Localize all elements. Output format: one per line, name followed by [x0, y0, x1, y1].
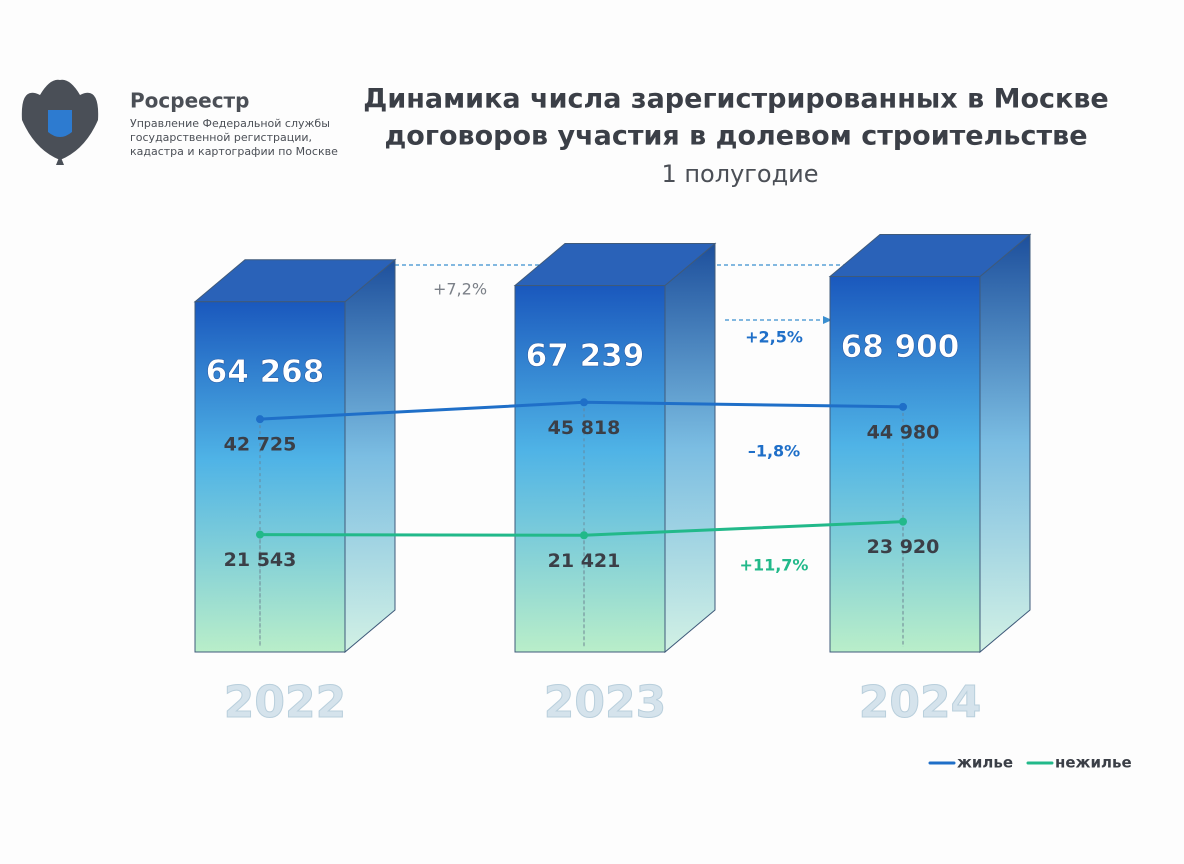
- chart-subtitle: 1 полугодие: [661, 160, 818, 188]
- series-value-label: 45 818: [548, 417, 621, 439]
- annotation: +2,5%: [745, 328, 803, 347]
- bar-value-label: 68 900: [841, 329, 960, 365]
- series-value-label: 44 980: [867, 421, 940, 443]
- bar-value-label: 67 239: [526, 338, 645, 374]
- x-tick-label: 2024: [859, 677, 981, 728]
- org-line: государственной регистрации,: [130, 131, 312, 144]
- series-point: [899, 402, 907, 411]
- chart-title: договоров участия в долевом строительств…: [384, 121, 1087, 152]
- series-value-label: 42 725: [224, 434, 297, 456]
- series-point: [580, 531, 588, 540]
- series-point: [899, 517, 907, 526]
- annotation: +11,7%: [740, 556, 809, 575]
- bar: [194, 301, 346, 653]
- annotation: +7,2%: [433, 280, 487, 299]
- series-value-label: 21 421: [548, 550, 621, 572]
- series-point: [580, 398, 588, 407]
- annotation: –1,8%: [748, 442, 800, 461]
- x-tick-label: 2022: [224, 677, 346, 728]
- org-line: Управление Федеральной службы: [130, 117, 330, 130]
- series-point: [256, 530, 264, 539]
- bar-side: [344, 258, 396, 654]
- series-value-label: 23 920: [867, 536, 940, 558]
- series-value-label: 21 543: [224, 549, 297, 571]
- legend-label: жилье: [957, 754, 1013, 772]
- legend-label: нежилье: [1055, 754, 1132, 772]
- bar: [514, 285, 666, 653]
- chart-title: Динамика числа зарегистрированных в Моск…: [363, 84, 1108, 115]
- bar: [829, 275, 981, 653]
- org-name: Росреестр: [130, 89, 249, 113]
- org-line: кадастра и картографии по Москве: [130, 145, 338, 158]
- bar-side: [979, 233, 1031, 654]
- series-point: [256, 415, 264, 424]
- logo-emblem: [21, 79, 99, 165]
- bar-side: [664, 242, 716, 654]
- bar-value-label: 64 268: [206, 354, 325, 390]
- x-tick-label: 2023: [544, 677, 666, 728]
